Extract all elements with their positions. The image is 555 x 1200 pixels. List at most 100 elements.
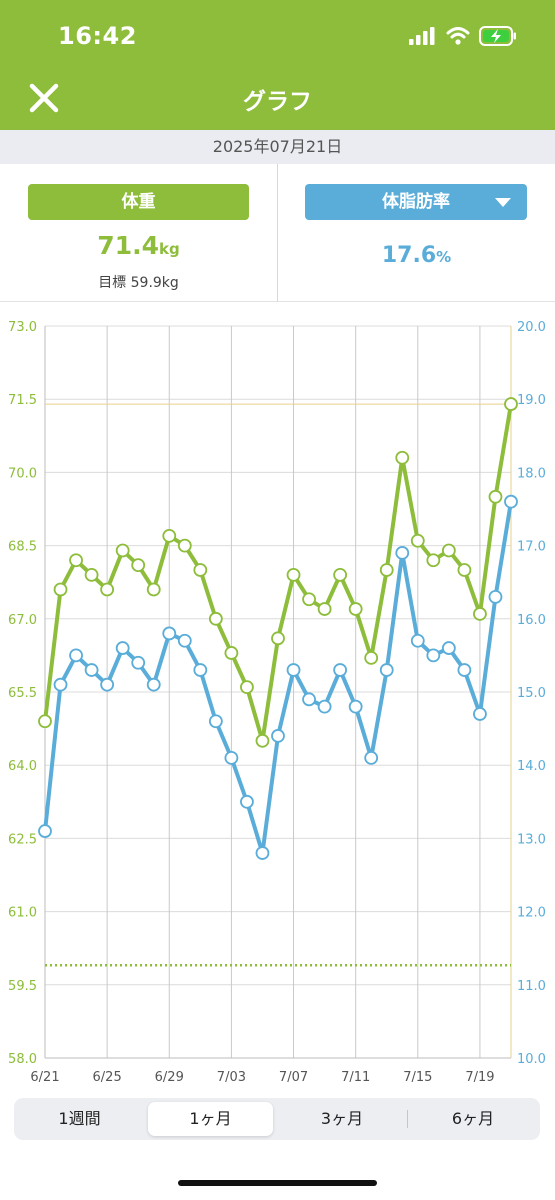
weight-point [488,489,503,504]
right-tick-label: 19.0 [517,393,546,408]
weight-point [457,563,472,577]
fat-dropdown-label: 体脂肪率 [382,192,450,212]
fat-point [177,633,192,648]
weight-number: 71.4 [97,231,159,260]
weight-point [146,582,161,597]
left-tick-label: 70.0 [8,466,37,481]
app-header: 16:42 グラフ [0,0,555,130]
tab-3-months[interactable]: 3ヶ月 [320,1109,364,1128]
weight-point [395,450,410,465]
fat-point [395,546,410,560]
x-tick-label: 7/11 [341,1070,370,1085]
fat-point [84,663,99,677]
fat-point [131,655,146,670]
fat-value: 17.6% [278,243,555,268]
fat-point [69,648,83,663]
weight-point [193,563,208,577]
fat-point [457,663,472,677]
right-tick-label: 20.0 [517,320,546,335]
right-tick-label: 11.0 [517,979,546,994]
weight-point [473,607,487,621]
weight-unit: kg [158,240,180,258]
left-tick-label: 65.5 [8,686,37,701]
fat-point [333,663,348,677]
fat-point [100,677,115,692]
tab-1-week[interactable]: 1週間 [58,1109,101,1128]
fat-point [364,750,379,765]
x-tick-label: 7/07 [279,1070,308,1085]
left-tick-label: 73.0 [8,320,37,335]
fat-point [473,707,487,721]
fat-point [115,641,130,655]
weight-point [348,602,363,616]
left-tick-label: 68.5 [8,540,37,555]
x-tick-label: 7/03 [217,1070,246,1085]
weight-target: 目標 59.9kg [98,275,179,291]
weight-point [504,397,518,411]
date-label: 2025年07月21日 [0,130,555,164]
fat-point [162,626,177,641]
weight-point [115,543,130,558]
right-tick-label: 15.0 [517,686,546,701]
weight-point [131,558,146,573]
fat-number: 17.6 [381,243,437,268]
wifi-icon [446,27,470,45]
chart-area: 58.0 59.5 61.0 62.5 64.0 65.5 67.0 68.5 70.0 71.5… [0,303,555,1093]
weight-point [426,553,441,568]
fat-point [38,824,52,838]
weight-point [162,528,177,543]
fat-point [146,677,161,692]
fat-point [193,663,208,677]
weight-point [255,733,270,748]
left-tick-label: 64.0 [8,759,37,774]
weight-point [38,714,52,729]
x-tick-label: 6/21 [30,1070,59,1085]
left-tick-label: 61.0 [8,906,37,921]
weight-point [271,631,285,646]
fat-point [379,663,394,677]
fat-point [240,794,254,809]
x-tick-label: 7/15 [403,1070,432,1085]
fat-point [286,663,301,677]
weight-pill: 体重 [28,184,249,220]
weight-point [333,567,348,582]
close-icon[interactable] [26,80,62,116]
weight-point [410,533,425,548]
battery-charging-icon [479,26,516,46]
fat-point [224,750,239,765]
left-tick-label: 59.5 [8,979,37,994]
fat-point [271,729,285,743]
fat-point [255,846,270,860]
tab-1-month[interactable]: 1ヶ月 [148,1102,273,1136]
weight-point [286,567,301,582]
left-tick-label: 58.0 [8,1052,37,1067]
left-tick-label: 67.0 [8,613,37,628]
weight-point [69,553,83,568]
fat-unit: % [436,248,452,266]
fat-point [426,648,441,663]
fat-dropdown[interactable]: 体脂肪率 [305,184,527,220]
weight-point [441,543,456,558]
right-tick-label: 14.0 [517,759,546,774]
fat-point [441,641,456,655]
page-title: グラフ [243,89,312,115]
status-icons [409,26,517,46]
x-tick-label: 6/29 [155,1070,184,1085]
weight-point [208,611,223,626]
fat-point [317,699,332,714]
left-tick-label: 71.5 [8,393,37,408]
right-tick-label: 18.0 [517,466,546,481]
weight-point [302,592,316,607]
weight-point [364,650,379,665]
weight-point [224,646,239,660]
fat-point [488,589,503,604]
weight-point [317,602,332,616]
tab-separator [407,1110,408,1128]
caret-down-icon [495,198,511,207]
tab-6-months[interactable]: 6ヶ月 [451,1109,495,1128]
weight-point [177,538,192,553]
home-indicator[interactable] [178,1180,377,1186]
signal-icon [409,27,435,45]
right-tick-label: 16.0 [517,613,546,628]
weight-point [100,582,115,597]
